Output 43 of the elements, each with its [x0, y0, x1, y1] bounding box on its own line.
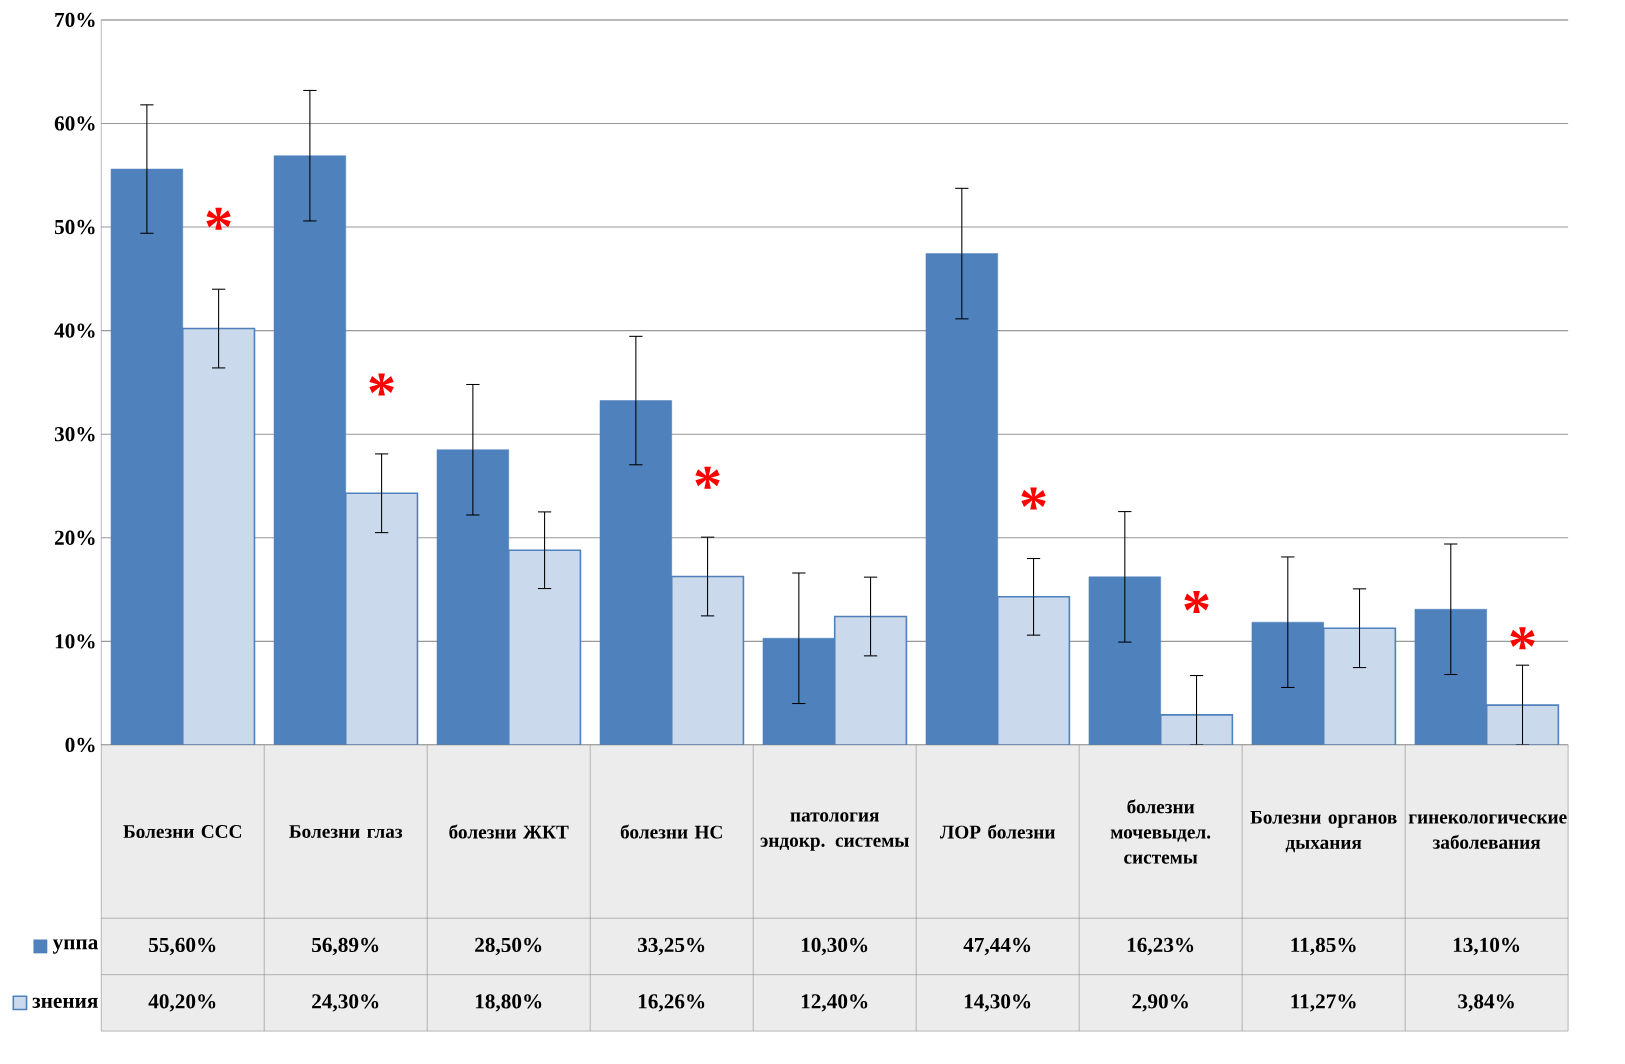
x-tick-label: Болезни глаз [289, 825, 403, 839]
data-label: 16,26% [638, 994, 705, 1012]
data-label: 40,20% [148, 994, 216, 1012]
data-label: 18,80% [475, 994, 542, 1012]
data-label: 16,23% [1127, 937, 1194, 956]
y-tick-label: 40% [54, 323, 95, 339]
x-tick-label: болезни НС [620, 824, 722, 839]
annotation: * [206, 207, 231, 231]
data-label: 28,50% [475, 937, 542, 956]
x-tick-label: патология эндокр. системы [760, 812, 909, 851]
y-tick-label: 50% [54, 220, 95, 235]
legend-label: уппа [52, 939, 99, 954]
y-tick-label: 10% [55, 634, 95, 649]
annotation: * [695, 466, 720, 489]
data-label: 55,60% [149, 937, 216, 956]
annotation: * [1510, 627, 1535, 650]
y-tick-label: 60% [54, 116, 95, 131]
data-label: 47,44% [963, 937, 1031, 956]
data-label: 3,84% [1458, 994, 1514, 1012]
legend-label: знения [32, 997, 98, 1009]
x-tick-label: болезни ЖКТ [449, 824, 569, 839]
data-label: 11,85% [1291, 937, 1356, 956]
x-tick-label: ЛОР болезни [939, 824, 1055, 839]
data-label: 56,89% [312, 937, 379, 956]
data-label: 11,27% [1291, 994, 1356, 1012]
data-label: 10,30% [801, 937, 868, 956]
x-tick-label: болезни мочевыдел. системы [1110, 799, 1211, 864]
y-tick-label: 20% [54, 530, 95, 546]
x-tick-label: Болезни ССС [123, 825, 242, 839]
y-tick-label: 0% [65, 737, 95, 753]
data-label: 14,30% [964, 994, 1031, 1012]
data-label: 24,30% [312, 994, 379, 1012]
data-label: 33,25% [637, 937, 705, 956]
y-tick-label: 70% [55, 12, 95, 28]
x-tick-label: гинекологические заболевания [1408, 814, 1567, 850]
data-label: 13,10% [1453, 937, 1520, 956]
x-tick-label: Болезни органов дыхания [1250, 811, 1397, 853]
annotation: * [1184, 591, 1209, 614]
annotation: * [369, 373, 394, 396]
data-label: 2,90% [1132, 994, 1188, 1012]
annotation: * [1021, 487, 1046, 510]
data-label: 12,40% [801, 994, 868, 1012]
y-tick-label: 30% [54, 427, 95, 442]
